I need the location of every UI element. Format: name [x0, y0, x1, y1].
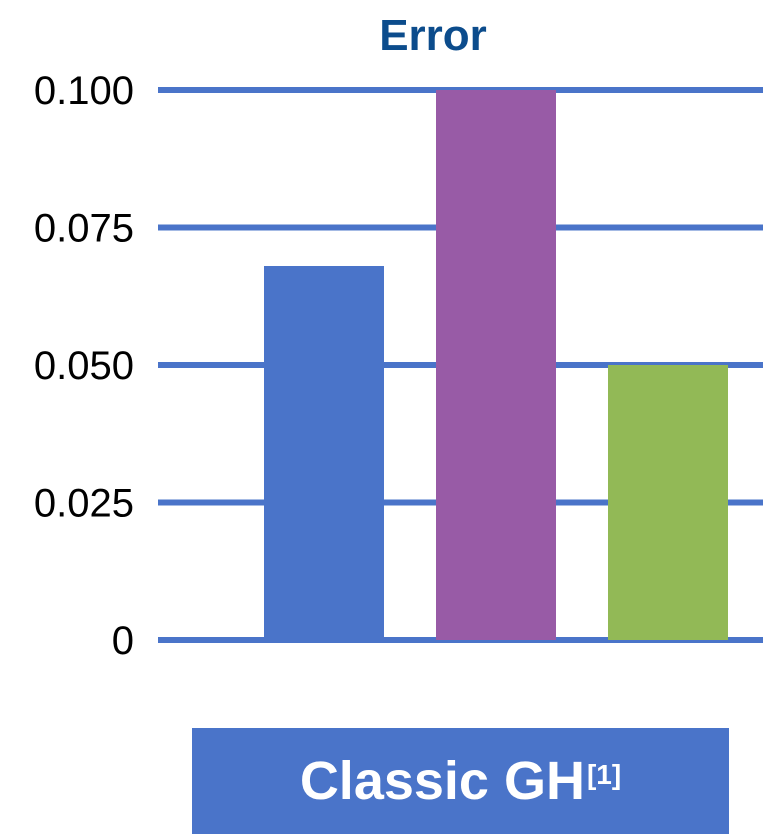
y-tick-label: 0.075 — [34, 207, 134, 251]
y-axis-tick-labels: 0 0.025 0.050 0.075 0.100 — [34, 69, 134, 663]
category-citation: [1] — [586, 759, 622, 790]
y-tick-label: 0 — [112, 619, 134, 663]
bar-series-3 — [608, 365, 728, 640]
bar-series-2 — [436, 90, 556, 640]
category-label: Classic GH — [299, 751, 585, 811]
chart-title: Error — [379, 11, 487, 60]
bars — [264, 90, 728, 640]
y-tick-label: 0.100 — [34, 69, 134, 113]
category-label-box: Classic GH [1] — [192, 728, 729, 834]
bar-series-1 — [264, 266, 384, 640]
y-tick-label: 0.025 — [34, 482, 134, 526]
y-tick-label: 0.050 — [34, 344, 134, 388]
